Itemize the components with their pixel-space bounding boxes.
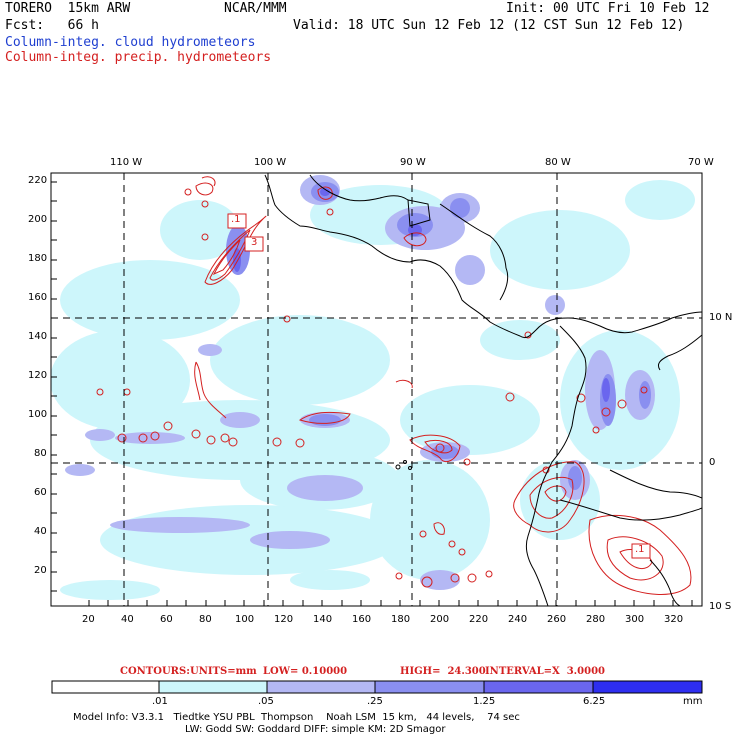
contours-high: HIGH= 24.300	[400, 666, 486, 677]
grid-y-label: 140	[28, 331, 48, 342]
graticule	[51, 173, 702, 606]
tick-marks	[51, 181, 693, 606]
grid-y-label: 20	[34, 565, 47, 576]
grid-y-label: 100	[28, 409, 48, 420]
grid-y-label: 120	[28, 370, 48, 381]
contour-label: .1	[635, 544, 645, 555]
grid-y-label: 160	[28, 292, 48, 303]
contour-label-boxes	[227, 213, 651, 559]
grid-x-label: 260	[547, 614, 567, 625]
lon-label: 110 W	[110, 157, 143, 168]
forecast-hour: Fcst: 66 h	[5, 18, 99, 33]
grid-x-label: 280	[586, 614, 606, 625]
grid-y-label: 40	[34, 526, 47, 537]
colorbar-unit: mm	[683, 696, 703, 707]
grid-x-label: 320	[664, 614, 684, 625]
valid-time: Valid: 18 UTC Sun 12 Feb 12 (12 CST Sun …	[293, 18, 685, 33]
colorbar-tick: .01	[152, 696, 168, 707]
field-cloud-label: Column-integ. cloud hydrometeors	[5, 35, 256, 50]
contour-label: .1	[231, 214, 241, 225]
grid-x-label: 160	[352, 614, 372, 625]
grid-x-label: 300	[625, 614, 645, 625]
cloud-field	[51, 173, 702, 606]
grid-x-label: 40	[121, 614, 134, 625]
field-precip-label: Column-integ. precip. hydrometeors	[5, 50, 272, 65]
lon-label: 80 W	[545, 157, 571, 168]
init-time: Init: 00 UTC Fri 10 Feb 12	[506, 1, 710, 16]
grid-y-label: 200	[28, 214, 48, 225]
colorbar-tick: .25	[367, 696, 383, 707]
lon-label: 100 W	[254, 157, 287, 168]
grid-x-label: 120	[274, 614, 294, 625]
contour-label: 3	[251, 237, 258, 248]
lon-label: 90 W	[400, 157, 426, 168]
model-title: TORERO 15km ARW	[5, 1, 131, 16]
grid-y-label: 60	[34, 487, 47, 498]
grid-x-label: 100	[235, 614, 255, 625]
grid-x-label: 200	[430, 614, 450, 625]
org-label: NCAR/MMM	[224, 1, 287, 16]
contours-interval: INTERVAL=X 3.0000	[485, 666, 605, 677]
lat-label: 10 N	[709, 312, 733, 323]
colorbar-tick: .05	[258, 696, 274, 707]
colorbar	[51, 680, 703, 694]
grid-x-label: 140	[313, 614, 333, 625]
plot-frame	[50, 172, 703, 607]
grid-x-label: 60	[160, 614, 173, 625]
lon-label: 70 W	[688, 157, 714, 168]
grid-y-label: 180	[28, 253, 48, 264]
colorbar-tick: 1.25	[473, 696, 496, 707]
model-info-line1: Model Info: V3.3.1 Tiedtke YSU PBL Thomp…	[73, 712, 520, 723]
colorbar-tick: 6.25	[583, 696, 606, 707]
grid-x-label: 220	[469, 614, 489, 625]
precip-contours	[96, 176, 692, 595]
contours-prefix: CONTOURS:	[120, 666, 190, 677]
contours-low: LOW= 0.10000	[263, 666, 348, 677]
lat-label: 10 S	[709, 601, 732, 612]
contours-units: UNITS=mm	[190, 666, 257, 677]
model-info-line2: LW: Godd SW: Goddard DIFF: simple KM: 2D…	[185, 724, 446, 735]
grid-y-label: 220	[28, 175, 48, 186]
grid-x-label: 180	[391, 614, 411, 625]
lat-label: 0	[709, 457, 716, 468]
grid-y-label: 80	[34, 448, 47, 459]
grid-x-label: 240	[508, 614, 528, 625]
grid-x-label: 80	[199, 614, 212, 625]
coastlines	[264, 174, 702, 606]
grid-x-label: 20	[82, 614, 95, 625]
